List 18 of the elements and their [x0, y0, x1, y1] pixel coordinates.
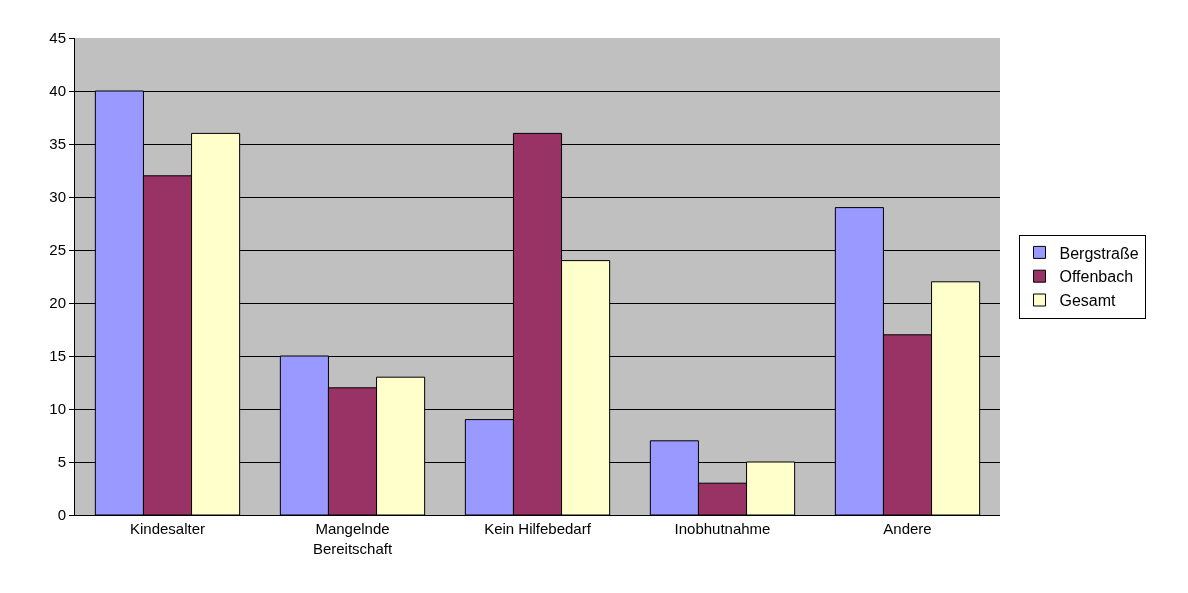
- x-tick-label: Andere: [883, 520, 932, 537]
- y-tick-label: 20: [49, 294, 66, 312]
- y-tick-label: 15: [49, 347, 66, 365]
- y-tick-label: 10: [49, 400, 66, 418]
- y-tick-label: 40: [49, 82, 66, 100]
- y-tick-label: 45: [49, 29, 66, 47]
- x-tick-label: Mangelnde Bereitschaft: [312, 520, 393, 557]
- legend-label: Gesamt: [1059, 292, 1117, 310]
- x-tick-label: Inobhutnahme: [674, 520, 771, 537]
- legend-label: Bergstraße: [1059, 244, 1139, 262]
- y-tick-label: 30: [49, 188, 66, 206]
- y-tick-label: 5: [57, 453, 66, 471]
- y-tick-label: 35: [49, 135, 66, 153]
- x-tick-label: Kindesalter: [129, 520, 206, 537]
- x-tick-label: Kein Hilfebedarf: [484, 520, 592, 537]
- y-tick-label: 25: [49, 241, 66, 259]
- y-tick-label: 0: [57, 506, 66, 524]
- legend-label: Offenbach: [1059, 268, 1134, 286]
